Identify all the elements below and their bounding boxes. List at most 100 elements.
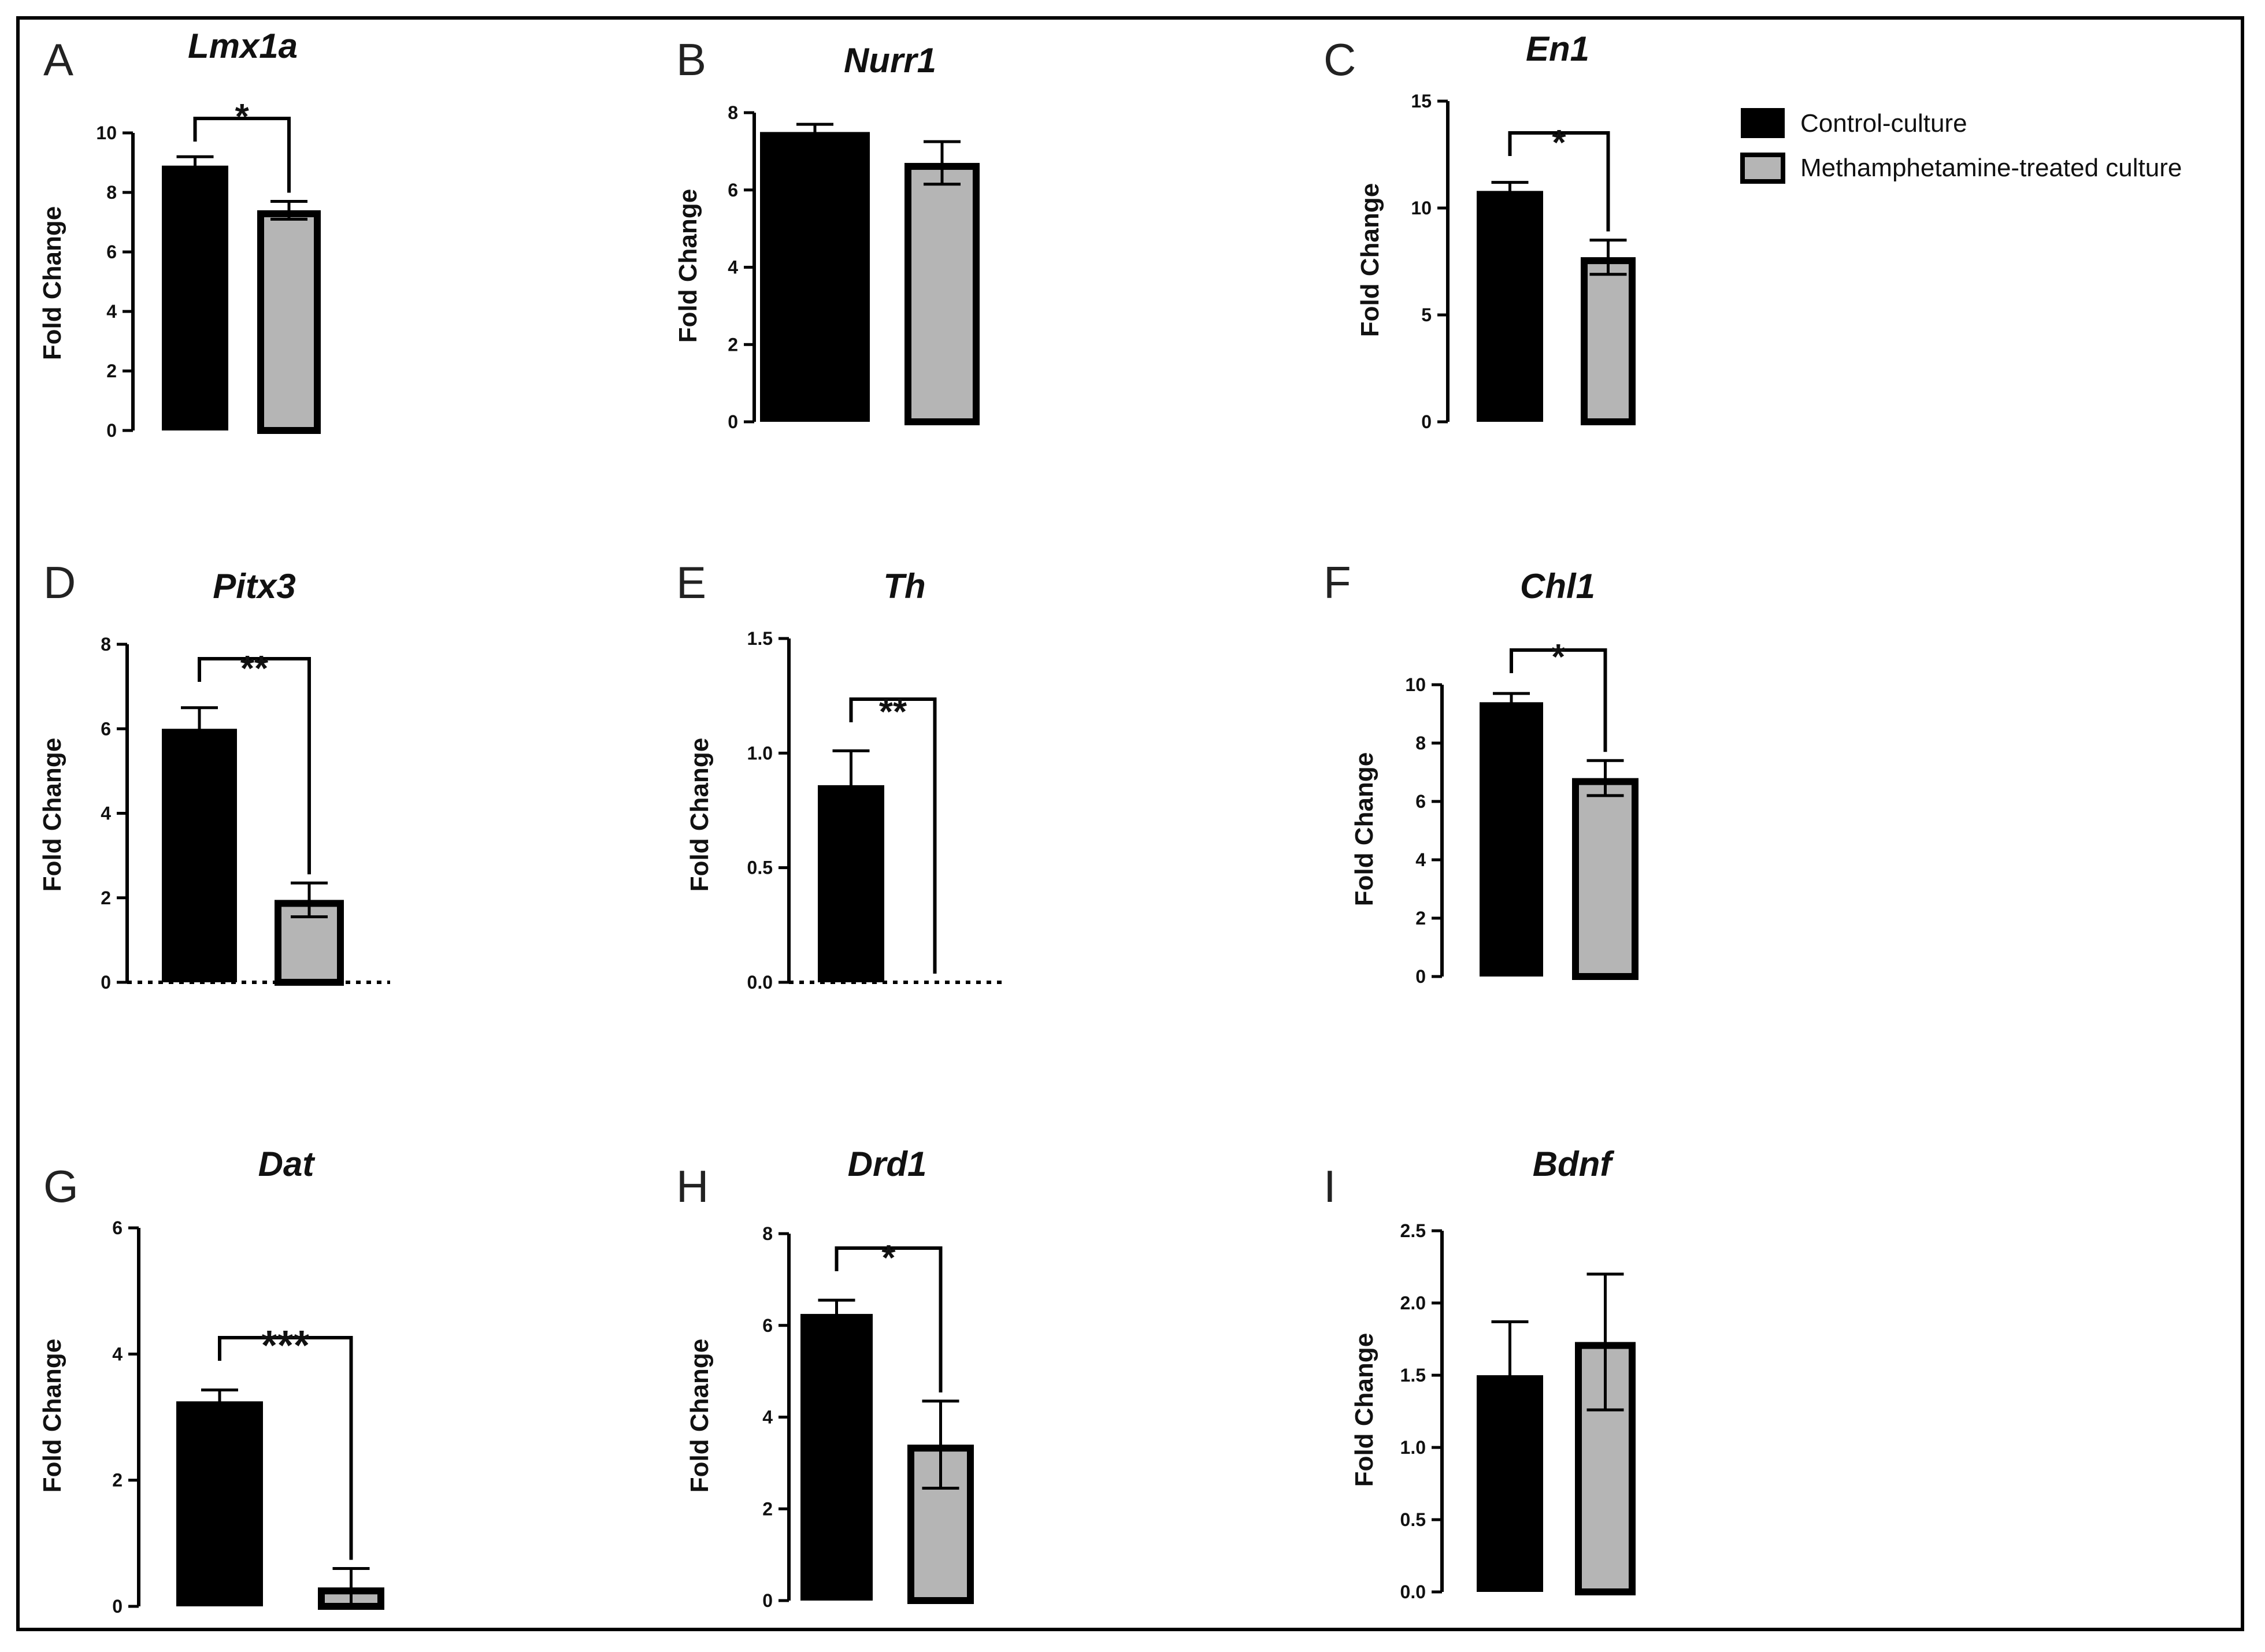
panel-title: Dat — [258, 1145, 316, 1183]
y-tick-label: 10 — [1405, 674, 1426, 695]
panel-letter: B — [676, 34, 706, 85]
y-tick-label: 4 — [101, 803, 111, 824]
panel-letter: F — [1324, 557, 1351, 608]
significance-stars: * — [881, 1238, 896, 1278]
y-tick-label: 0.0 — [747, 972, 773, 993]
y-tick-label: 2.0 — [1400, 1293, 1426, 1313]
y-tick-label: 8 — [106, 182, 117, 203]
legend-control-label: Control-culture — [1800, 109, 1967, 138]
significance-bracket — [198, 657, 311, 875]
significance-stars: ** — [240, 649, 269, 689]
significance-stars: * — [1551, 637, 1566, 677]
y-tick-label: 1.0 — [1400, 1437, 1426, 1458]
y-axis-label: Fold Change — [38, 1339, 66, 1493]
y-tick-label: 4 — [112, 1343, 123, 1364]
y-tick-label: 2 — [112, 1470, 123, 1491]
figure-frame — [16, 16, 2244, 1631]
y-tick-label: 6 — [106, 242, 117, 262]
y-tick-label: 8 — [762, 1223, 773, 1244]
significance-bracket — [835, 1246, 943, 1393]
legend-control-swatch — [1741, 108, 1785, 138]
y-tick-label: 2 — [1415, 908, 1426, 929]
y-axis-label: Fold Change — [1350, 1333, 1378, 1487]
panel-title: Drd1 — [848, 1145, 927, 1183]
y-tick-label: 15 — [1411, 91, 1432, 112]
bar-treated — [257, 210, 321, 434]
y-tick-label: 4 — [728, 257, 738, 278]
panel-letter: A — [43, 34, 73, 85]
panel-f: F Chl1 0 2 4 6 8 10 Fold Change * — [1324, 557, 1638, 987]
y-tick-label: 0.5 — [1400, 1509, 1426, 1530]
y-tick-label: 0.5 — [747, 857, 773, 878]
bar-treated — [1581, 257, 1636, 425]
y-tick-label: 1.0 — [747, 743, 773, 763]
significance-bracket — [849, 697, 937, 974]
y-axis-label: Fold Change — [674, 189, 702, 343]
panel-title: Chl1 — [1520, 567, 1595, 606]
panel-letter: H — [676, 1161, 709, 1212]
y-tick-label: 6 — [762, 1315, 773, 1336]
panel-title: Bdnf — [1533, 1145, 1615, 1183]
significance-stars: * — [235, 97, 250, 137]
bar-treated — [1575, 1342, 1636, 1595]
panel-title: Lmx1a — [188, 27, 298, 65]
bar-control — [162, 729, 237, 982]
y-tick-label: 10 — [1411, 198, 1432, 218]
bar-control — [800, 1313, 873, 1601]
y-axis-label: Fold Change — [1350, 752, 1378, 906]
panel-i: I Bdnf 0.0 0.5 1.0 1.5 2.0 2.5 Fold Change — [1324, 1145, 1636, 1602]
panel-letter: D — [43, 557, 76, 608]
panel-h: H Drd1 0 2 4 6 8 Fold Change * — [676, 1145, 974, 1611]
legend: Control-culture Methamphetamine-treated … — [1740, 108, 2182, 184]
panel-title: Nurr1 — [844, 41, 936, 80]
legend-treated-label: Methamphetamine-treated culture — [1800, 154, 2182, 182]
y-tick-label: 8 — [1415, 733, 1426, 753]
y-tick-label: 2.5 — [1400, 1220, 1426, 1241]
y-tick-label: 0 — [728, 411, 738, 432]
bar-control — [1477, 191, 1543, 422]
panel-b: B Nurr1 0 2 4 6 8 Fold Change — [674, 34, 980, 432]
y-tick-label: 0 — [112, 1596, 123, 1617]
y-tick-label: 4 — [106, 301, 117, 322]
y-tick-label: 8 — [101, 634, 111, 655]
bar-control — [1480, 702, 1543, 977]
y-tick-label: 0 — [106, 420, 117, 441]
bar-control — [760, 132, 870, 422]
bar-control — [162, 165, 228, 430]
panel-title: Th — [883, 567, 925, 606]
y-tick-label: 8 — [728, 102, 738, 123]
panels-layer: A Lmx1a 0 2 4 6 8 10 Fold Change * B Nurr1 0 2 4 6 8 Fold… — [38, 27, 1638, 1617]
significance-stars: * — [1552, 123, 1566, 163]
panel-c: C En1 0 5 10 15 Fold Change * — [1324, 29, 1636, 432]
y-axis-label: Fold Change — [1356, 183, 1384, 337]
y-axis-label: Fold Change — [38, 206, 66, 360]
y-tick-label: 2 — [101, 888, 111, 908]
panel-letter: C — [1324, 34, 1356, 85]
y-tick-label: 2 — [728, 334, 738, 355]
y-tick-label: 2 — [106, 361, 117, 381]
panel-g: G Dat 0 2 4 6 Fold Change *** — [38, 1145, 384, 1617]
significance-bracket — [193, 117, 291, 193]
y-tick-label: 6 — [728, 180, 738, 201]
panel-a: A Lmx1a 0 2 4 6 8 10 Fold Change * — [38, 27, 321, 441]
y-tick-label: 1.5 — [1400, 1365, 1426, 1386]
panel-letter: I — [1324, 1161, 1336, 1212]
y-tick-label: 4 — [1415, 849, 1426, 870]
bar-treated — [904, 162, 980, 425]
panel-letter: E — [676, 557, 706, 608]
y-tick-label: 0 — [1421, 411, 1432, 432]
significance-stars: *** — [261, 1323, 310, 1369]
y-tick-label: 0 — [1415, 966, 1426, 987]
y-tick-label: 0.0 — [1400, 1582, 1426, 1602]
y-tick-label: 4 — [762, 1407, 773, 1428]
y-tick-label: 6 — [1415, 791, 1426, 812]
y-tick-label: 6 — [101, 718, 111, 739]
y-tick-label: 1.5 — [747, 628, 773, 649]
significance-bracket — [1508, 131, 1610, 232]
significance-bracket — [1510, 648, 1607, 752]
panel-e: E Th 0.0 0.5 1.0 1.5 Fold Change ** — [676, 557, 1003, 993]
bar-control — [176, 1401, 263, 1606]
significance-stars: ** — [879, 692, 907, 732]
y-tick-label: 10 — [96, 122, 117, 143]
